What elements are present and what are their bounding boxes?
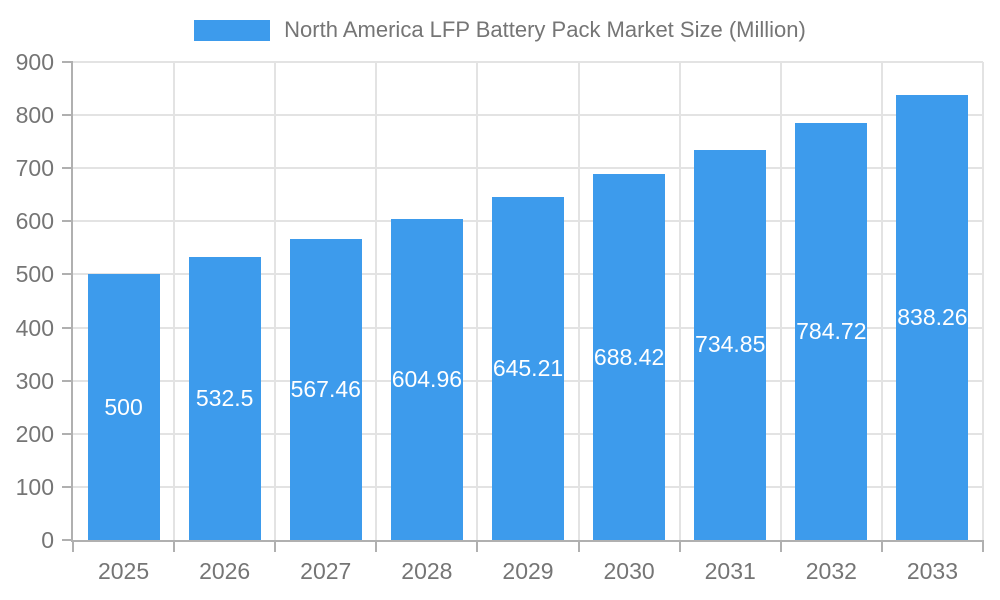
bar-value-label: 532.5 (195, 385, 254, 412)
y-axis-label: 200 (15, 420, 54, 447)
x-axis-tick (173, 540, 176, 552)
gridline-x (375, 62, 378, 540)
x-axis-line (71, 540, 983, 542)
bar-value-label: 567.46 (290, 375, 361, 402)
bar: 532.5 (188, 257, 261, 540)
y-axis-label: 500 (15, 261, 54, 288)
y-axis-tick (62, 167, 73, 170)
x-axis-label: 2033 (906, 558, 959, 584)
y-axis-label: 400 (15, 314, 54, 341)
bar-value-label: 838.26 (897, 303, 968, 330)
bar-value-label: 688.42 (593, 343, 665, 370)
gridline-x (577, 62, 580, 540)
y-axis-label: 0 (41, 527, 54, 553)
y-axis-tick (62, 379, 73, 382)
gridline-x (173, 62, 176, 540)
bar: 688.42 (593, 174, 666, 540)
gridline-x (982, 62, 984, 540)
x-axis-tick (982, 540, 984, 552)
gridline-x (678, 62, 681, 540)
x-axis-tick (779, 540, 782, 552)
y-axis-label: 600 (15, 208, 54, 235)
bar: 500 (87, 274, 160, 540)
chart-title: North America LFP Battery Pack Market Si… (284, 17, 806, 42)
gridline-x (476, 62, 479, 540)
x-axis-label: 2027 (300, 558, 352, 584)
gridline-x (274, 62, 277, 540)
x-axis-tick (678, 540, 681, 552)
bar: 604.96 (390, 218, 463, 540)
bar: 838.26 (896, 94, 969, 540)
x-axis-label: 2028 (401, 558, 453, 584)
bar: 784.72 (795, 123, 868, 540)
y-axis-tick (62, 539, 73, 541)
x-axis-label: 2029 (502, 558, 554, 584)
bar: 734.85 (694, 149, 767, 540)
x-axis-tick (577, 540, 580, 552)
bar-value-label: 734.85 (695, 331, 766, 358)
gridline-y (73, 61, 983, 63)
gridline-y (73, 114, 983, 117)
x-axis-label: 2030 (603, 558, 655, 584)
x-axis-tick (476, 540, 479, 552)
gridline-x (779, 62, 782, 540)
bar: 645.21 (492, 197, 564, 540)
bar-value-label: 500 (104, 393, 143, 420)
bar-value-label: 645.21 (492, 355, 564, 382)
x-axis-tick (375, 540, 378, 552)
bar-value-label: 784.72 (796, 318, 867, 345)
bar: 567.46 (289, 238, 362, 540)
x-axis-label: 2026 (199, 558, 251, 584)
y-axis-tick (62, 61, 73, 63)
y-axis-tick (62, 220, 73, 223)
y-axis-label: 100 (15, 473, 54, 500)
y-axis-line (71, 62, 73, 540)
y-axis-label: 900 (15, 49, 54, 75)
legend: North America LFP Battery Pack Market Si… (0, 17, 1000, 43)
legend-swatch (194, 19, 271, 41)
x-axis-tick (274, 540, 277, 552)
y-axis-label: 800 (15, 102, 54, 129)
y-axis-label: 300 (15, 367, 54, 394)
x-axis-label: 2032 (805, 558, 857, 584)
y-axis-tick (62, 326, 73, 329)
y-axis-tick (62, 432, 73, 435)
x-axis-label: 2025 (97, 558, 150, 584)
y-axis-label: 700 (15, 155, 54, 182)
y-axis-tick (62, 273, 73, 276)
gridline-x (880, 62, 883, 540)
x-axis-tick (72, 540, 74, 552)
bar-value-label: 604.96 (391, 365, 463, 392)
y-axis-tick (62, 485, 73, 488)
y-axis-tick (62, 114, 73, 117)
x-axis-tick (880, 540, 883, 552)
gridline-y (73, 167, 983, 170)
x-axis-label: 2031 (704, 558, 756, 584)
